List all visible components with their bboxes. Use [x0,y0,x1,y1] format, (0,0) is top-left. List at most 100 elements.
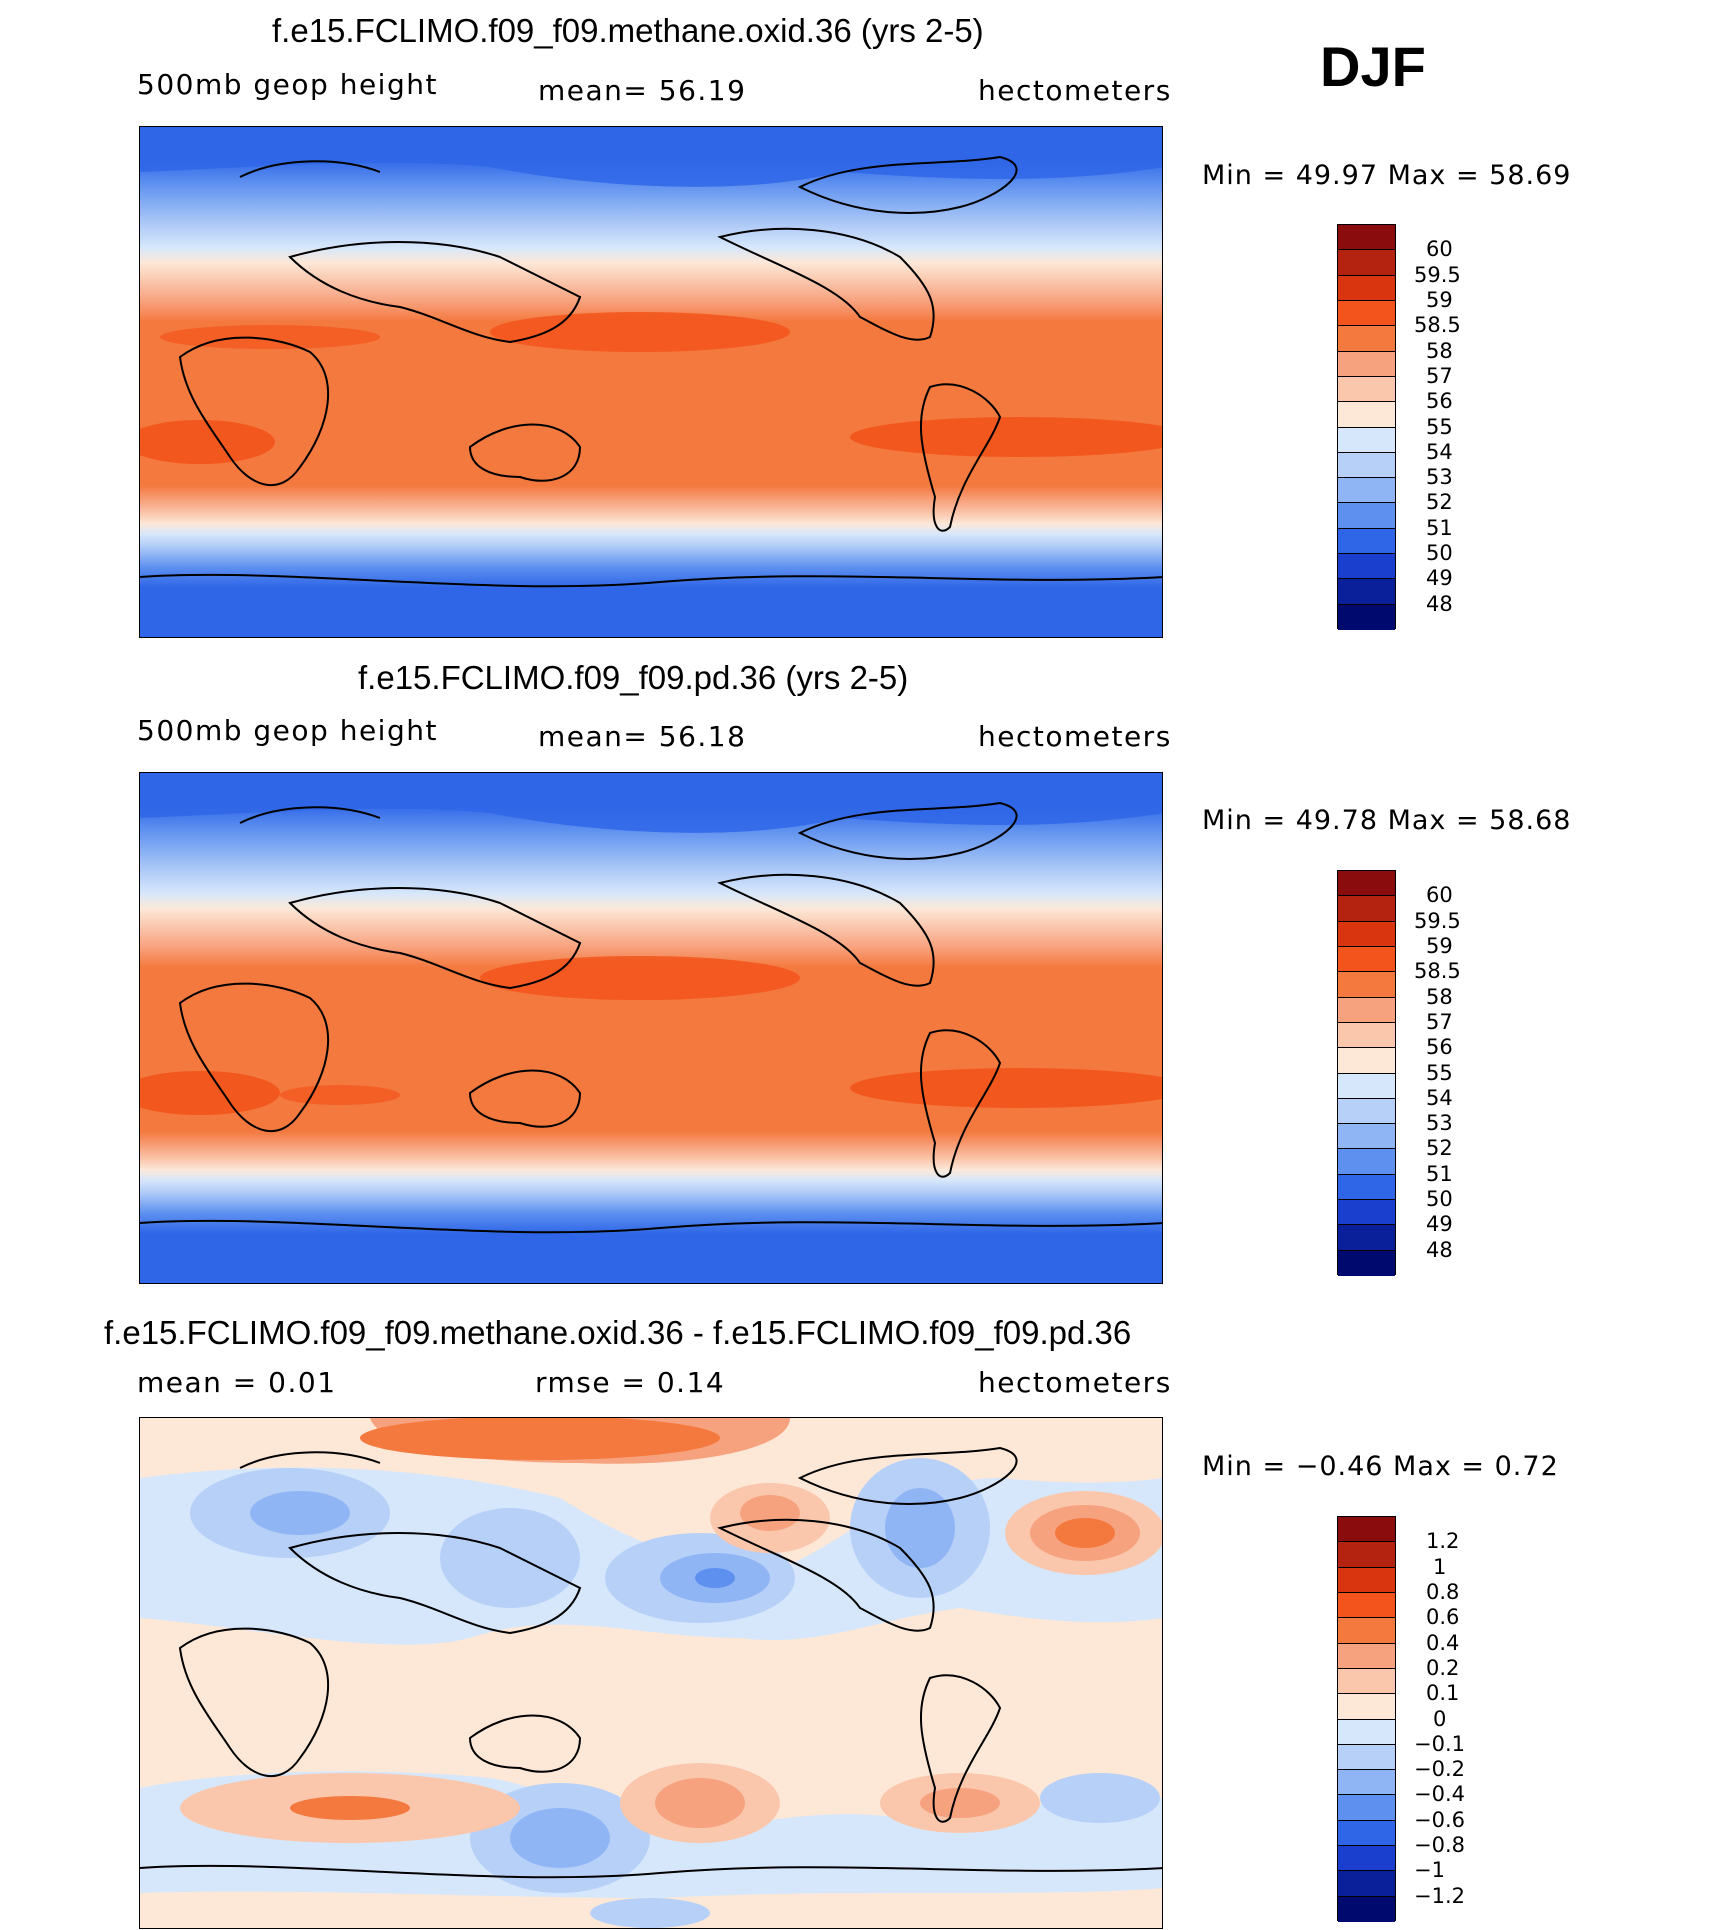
colorbar-label: 57 [1426,363,1453,388]
panel-1-colorbar [1337,224,1396,630]
panel-1-map [139,126,1163,638]
panel-1-mean-label: mean= 56.19 [538,74,747,107]
colorbar-swatch [1338,1022,1395,1049]
panel-2-variable-label: 500mb geop height [137,714,438,747]
panel-1-coastlines [140,155,1162,588]
colorbar-label: 55 [1426,414,1453,439]
colorbar-label: 48 [1426,591,1453,616]
colorbar-label: 50 [1426,541,1453,566]
colorbar-label: 0.2 [1426,1655,1460,1680]
colorbar-swatch [1338,1250,1395,1276]
colorbar-swatch [1338,604,1395,630]
colorbar-label: 58 [1426,338,1453,363]
colorbar-label: −0.4 [1414,1782,1465,1807]
colorbar-label: 0.1 [1426,1681,1460,1706]
panel-2-map [139,772,1163,1284]
colorbar-swatch [1338,1149,1395,1175]
colorbar-swatch [1338,1618,1395,1644]
colorbar-label: 52 [1426,490,1453,515]
colorbar-swatch [1338,1820,1395,1847]
colorbar-swatch [1338,225,1395,251]
colorbar-swatch [1338,921,1395,947]
panel-3-field [140,1418,1162,1928]
colorbar-label: 59 [1426,287,1453,312]
colorbar-label: −0.2 [1414,1757,1465,1782]
panel-3-title: f.e15.FCLIMO.f09_f09.methane.oxid.36 - f… [104,1314,1132,1351]
panel-1-minmax: Min = 49.97 Max = 58.69 [1202,160,1572,191]
colorbar-label: 59.5 [1414,908,1461,933]
colorbar-swatch [1338,1694,1395,1720]
colorbar-swatch [1338,1643,1395,1669]
panel-1-variable-label: 500mb geop height [137,68,438,101]
colorbar-swatch [1338,1668,1395,1695]
colorbar-label: 54 [1426,439,1453,464]
colorbar-label: 53 [1426,465,1453,490]
colorbar-swatch [1338,1567,1395,1593]
panel-2-units-label: hectometers [978,720,1172,753]
panel-2-mean-label: mean= 56.18 [538,720,747,753]
panel-3-map [139,1417,1163,1929]
colorbar-swatch [1338,1719,1395,1745]
colorbar-swatch [1338,478,1395,504]
colorbar-swatch [1338,579,1395,605]
colorbar-label: 55 [1426,1060,1453,1085]
colorbar-label: 1 [1433,1554,1447,1579]
colorbar-label: 53 [1426,1111,1453,1136]
panel-3-mean-label: mean = 0.01 [137,1366,337,1399]
colorbar-label: 59.5 [1414,262,1461,287]
panel-1-title: f.e15.FCLIMO.f09_f09.methane.oxid.36 (yr… [272,12,984,49]
panel-2-colorbar [1337,870,1396,1276]
panel-3-units-label: hectometers [978,1366,1172,1399]
colorbar-label: 1.2 [1426,1529,1460,1554]
colorbar-swatch [1338,1871,1395,1897]
colorbar-label: 58.5 [1414,959,1461,984]
colorbar-label: 54 [1426,1085,1453,1110]
colorbar-label: 58.5 [1414,313,1461,338]
colorbar-label: 51 [1426,1161,1453,1186]
colorbar-swatch [1338,1744,1395,1771]
colorbar-swatch [1338,1795,1395,1821]
panel-2-field [140,773,1162,1283]
colorbar-label: 57 [1426,1009,1453,1034]
colorbar-label: −0.1 [1414,1731,1465,1756]
colorbar-label: 48 [1426,1237,1453,1262]
colorbar-label: 52 [1426,1136,1453,1161]
panel-3-minmax: Min = −0.46 Max = 0.72 [1202,1451,1559,1482]
colorbar-swatch [1338,1048,1395,1074]
colorbar-label: 59 [1426,933,1453,958]
colorbar-swatch [1338,1517,1395,1543]
colorbar-swatch [1338,1073,1395,1099]
colorbar-label: 0.6 [1426,1605,1460,1630]
panel-2-coastlines [140,801,1162,1234]
colorbar-swatch [1338,1124,1395,1150]
panel-3-colorbar [1337,1516,1396,1922]
panel-2-minmax: Min = 49.78 Max = 58.68 [1202,805,1572,836]
colorbar-swatch [1338,972,1395,998]
colorbar-label: −1.2 [1414,1883,1465,1908]
panel-2-title: f.e15.FCLIMO.f09_f09.pd.36 (yrs 2-5) [358,659,909,696]
season-label: DJF [1320,35,1426,98]
colorbar-swatch [1338,1770,1395,1796]
colorbar-label: 56 [1426,1035,1453,1060]
colorbar-swatch [1338,275,1395,301]
colorbar-swatch [1338,452,1395,479]
colorbar-swatch [1338,554,1395,580]
colorbar-swatch [1338,1846,1395,1872]
colorbar-swatch [1338,427,1395,453]
panel-3-coastlines [140,1446,1162,1879]
colorbar-swatch [1338,528,1395,555]
colorbar-label: 60 [1426,883,1453,908]
colorbar-label: 60 [1426,237,1453,262]
colorbar-swatch [1338,1200,1395,1226]
colorbar-swatch [1338,402,1395,428]
panel-1-units-label: hectometers [978,74,1172,107]
colorbar-swatch [1338,503,1395,529]
panel-3-rmse-label: rmse = 0.14 [535,1366,726,1399]
colorbar-swatch [1338,1098,1395,1125]
colorbar-swatch [1338,1592,1395,1619]
colorbar-label: 0.8 [1426,1579,1460,1604]
colorbar-label: −1 [1414,1858,1445,1883]
colorbar-label: 0.4 [1426,1630,1460,1655]
colorbar-swatch [1338,250,1395,276]
colorbar-swatch [1338,326,1395,352]
